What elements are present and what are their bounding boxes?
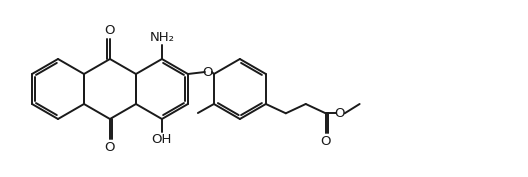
- Text: O: O: [203, 65, 213, 79]
- Text: O: O: [105, 141, 115, 154]
- Text: O: O: [105, 24, 115, 37]
- Text: O: O: [320, 135, 331, 148]
- Text: OH: OH: [152, 133, 172, 146]
- Text: NH₂: NH₂: [149, 31, 174, 44]
- Text: O: O: [334, 107, 345, 120]
